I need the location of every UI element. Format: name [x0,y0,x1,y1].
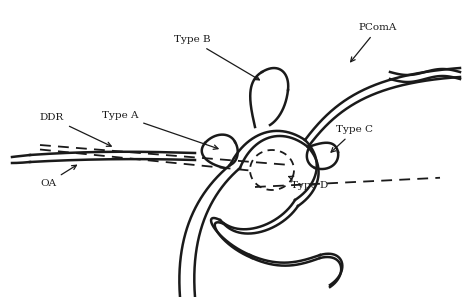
Text: DDR: DDR [40,113,111,146]
Text: PComA: PComA [351,23,397,62]
Text: Type C: Type C [331,126,374,152]
Text: Type B: Type B [173,36,259,80]
Text: Type D: Type D [289,176,328,189]
Text: Type A: Type A [102,110,218,149]
Text: OA: OA [40,165,76,187]
